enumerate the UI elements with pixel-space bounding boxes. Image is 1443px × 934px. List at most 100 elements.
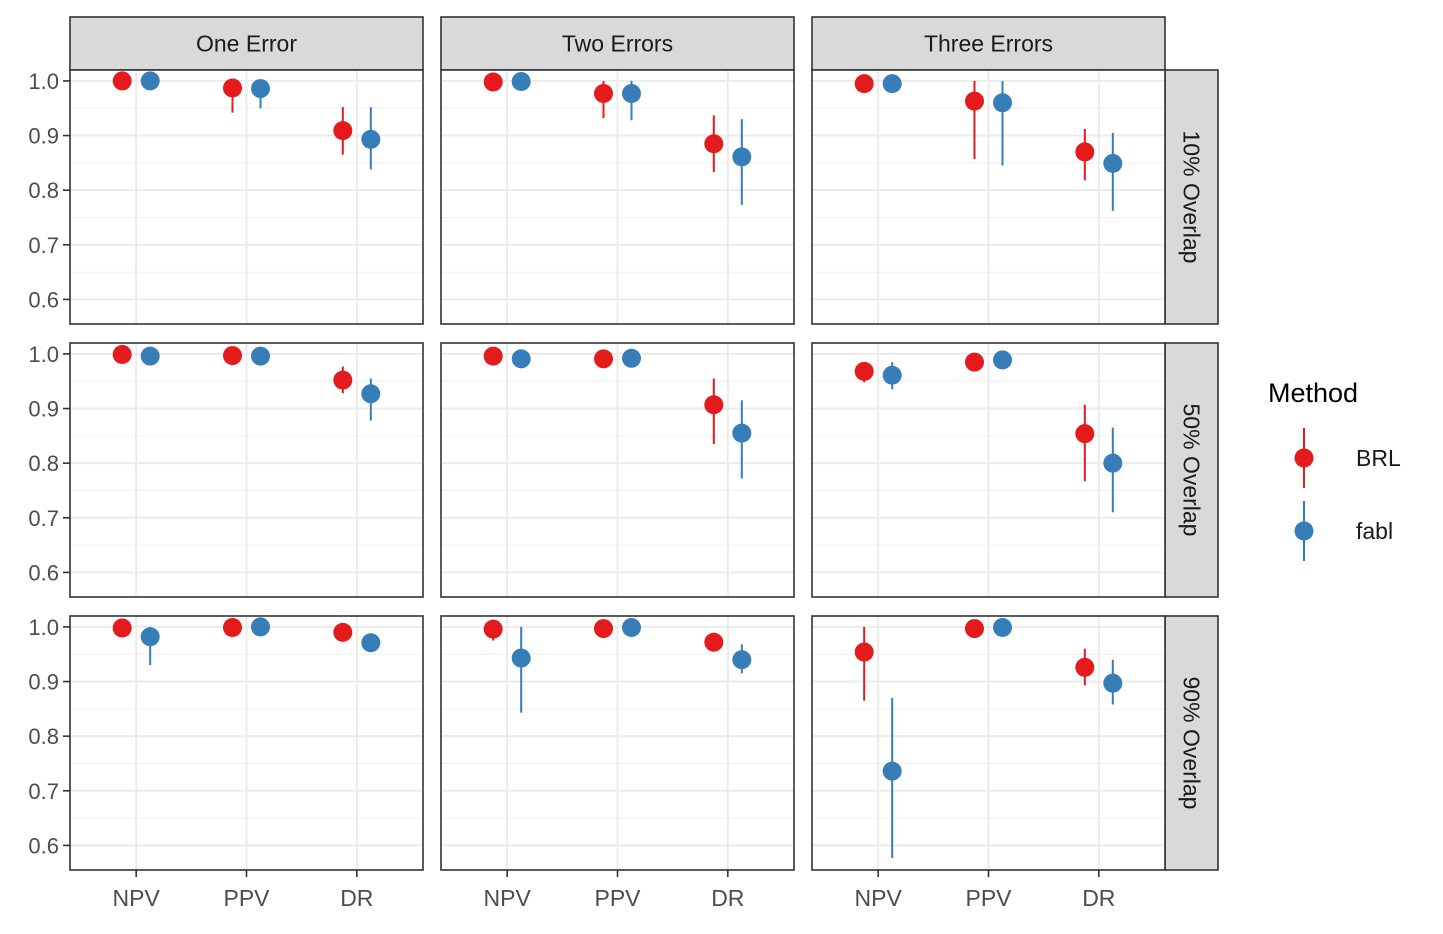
- point-fabl-DR: [361, 633, 381, 653]
- x-tick-label: DR: [340, 885, 373, 911]
- panel-border-r0-c0: [69, 69, 424, 325]
- point-fabl-DR: [361, 129, 381, 149]
- point-BRL-DR: [333, 370, 353, 390]
- point-BRL-PPV: [594, 619, 613, 639]
- legend-label-BRL: BRL: [1356, 445, 1401, 471]
- point-BRL-PPV: [965, 619, 984, 639]
- y-tick-label: 1.0: [28, 615, 59, 640]
- point-fabl-PPV: [622, 348, 641, 368]
- y-tick-label: 0.9: [28, 124, 59, 149]
- facet-strip-col-2: [811, 16, 1166, 71]
- y-tick-label: 0.6: [28, 560, 59, 585]
- point-BRL-NPV: [854, 361, 874, 381]
- point-fabl-DR: [1103, 673, 1123, 693]
- y-tick-label: 1.0: [28, 69, 59, 94]
- facet-strip-row-0: [1164, 69, 1219, 325]
- point-fabl-PPV: [622, 83, 641, 103]
- point-BRL-DR: [333, 121, 353, 141]
- point-BRL-NPV: [854, 74, 874, 94]
- point-BRL-DR: [1075, 657, 1095, 677]
- legend-title: Method: [1268, 378, 1358, 408]
- y-tick-label: 0.7: [28, 233, 59, 258]
- x-tick-label: DR: [1082, 885, 1115, 911]
- point-BRL-NPV: [483, 72, 503, 92]
- y-tick-label: 0.7: [28, 506, 59, 531]
- x-tick-label: NPV: [484, 885, 532, 911]
- point-fabl-PPV: [993, 350, 1012, 370]
- y-tick-label: 0.6: [28, 287, 59, 312]
- point-BRL-DR: [333, 622, 353, 642]
- point-fabl-PPV: [251, 79, 270, 99]
- facet-strip-col-0: [69, 16, 424, 71]
- point-fabl-NPV: [511, 349, 531, 369]
- point-fabl-DR: [361, 384, 381, 404]
- point-BRL-NPV: [483, 619, 503, 639]
- point-fabl-NPV: [882, 365, 902, 385]
- point-fabl-NPV: [140, 627, 160, 647]
- point-fabl-PPV: [251, 346, 270, 366]
- point-fabl-NPV: [882, 761, 902, 781]
- legend-key-point-fabl: [1294, 521, 1314, 541]
- point-BRL-NPV: [112, 344, 132, 364]
- y-tick-label: 0.8: [28, 724, 59, 749]
- point-BRL-DR: [1075, 424, 1095, 444]
- point-BRL-NPV: [854, 642, 874, 662]
- x-tick-label: NPV: [113, 885, 161, 911]
- panel-border-r1-c2: [811, 342, 1166, 598]
- facet-label-row-0: 10% Overlap: [1179, 131, 1205, 264]
- facet-label-col-1: Two Errors: [562, 31, 673, 57]
- point-fabl-NPV: [140, 346, 160, 366]
- y-tick-label: 1.0: [28, 342, 59, 367]
- point-fabl-NPV: [140, 71, 160, 91]
- y-tick-label: 0.7: [28, 779, 59, 804]
- point-BRL-NPV: [483, 346, 503, 366]
- panel-border-r1-c0: [69, 342, 424, 598]
- y-tick-label: 0.8: [28, 451, 59, 476]
- point-fabl-PPV: [251, 617, 270, 637]
- facet-label-col-0: One Error: [196, 31, 297, 57]
- point-BRL-PPV: [594, 349, 613, 369]
- point-fabl-DR: [732, 423, 752, 443]
- y-tick-label: 0.8: [28, 178, 59, 203]
- facet-label-col-2: Three Errors: [924, 31, 1053, 57]
- point-BRL-PPV: [965, 352, 984, 372]
- legend-label-fabl: fabl: [1356, 518, 1393, 544]
- point-fabl-PPV: [993, 93, 1012, 113]
- point-BRL-PPV: [223, 78, 242, 98]
- point-BRL-NPV: [112, 618, 132, 638]
- point-fabl-NPV: [882, 74, 902, 94]
- legend-key-point-BRL: [1294, 448, 1314, 468]
- x-tick-label: NPV: [855, 885, 903, 911]
- point-BRL-PPV: [223, 346, 242, 366]
- x-tick-label: DR: [711, 885, 744, 911]
- facet-label-row-2: 90% Overlap: [1179, 677, 1205, 810]
- point-fabl-DR: [1103, 453, 1123, 473]
- y-tick-label: 0.9: [28, 670, 59, 695]
- point-BRL-DR: [704, 632, 724, 652]
- y-tick-label: 0.9: [28, 397, 59, 422]
- facet-label-row-1: 50% Overlap: [1179, 404, 1205, 537]
- point-fabl-DR: [732, 650, 752, 670]
- panel-border-r0-c1: [440, 69, 795, 325]
- point-fabl-NPV: [511, 648, 531, 668]
- point-BRL-DR: [704, 395, 724, 415]
- point-BRL-PPV: [965, 91, 984, 111]
- x-tick-label: PPV: [223, 885, 270, 911]
- point-fabl-DR: [1103, 153, 1123, 173]
- facet-strip-row-1: [1164, 342, 1219, 598]
- x-tick-label: PPV: [594, 885, 641, 911]
- facet-strip-col-1: [440, 16, 795, 71]
- point-fabl-PPV: [993, 617, 1012, 637]
- point-BRL-PPV: [594, 83, 613, 103]
- panel-border-r1-c1: [440, 342, 795, 598]
- x-tick-label: PPV: [965, 885, 1012, 911]
- point-BRL-PPV: [223, 617, 242, 637]
- point-fabl-DR: [732, 147, 752, 167]
- y-tick-label: 0.6: [28, 833, 59, 858]
- point-fabl-PPV: [622, 617, 641, 637]
- panel-border-r0-c2: [811, 69, 1166, 325]
- point-BRL-NPV: [112, 71, 132, 91]
- point-BRL-DR: [704, 134, 724, 154]
